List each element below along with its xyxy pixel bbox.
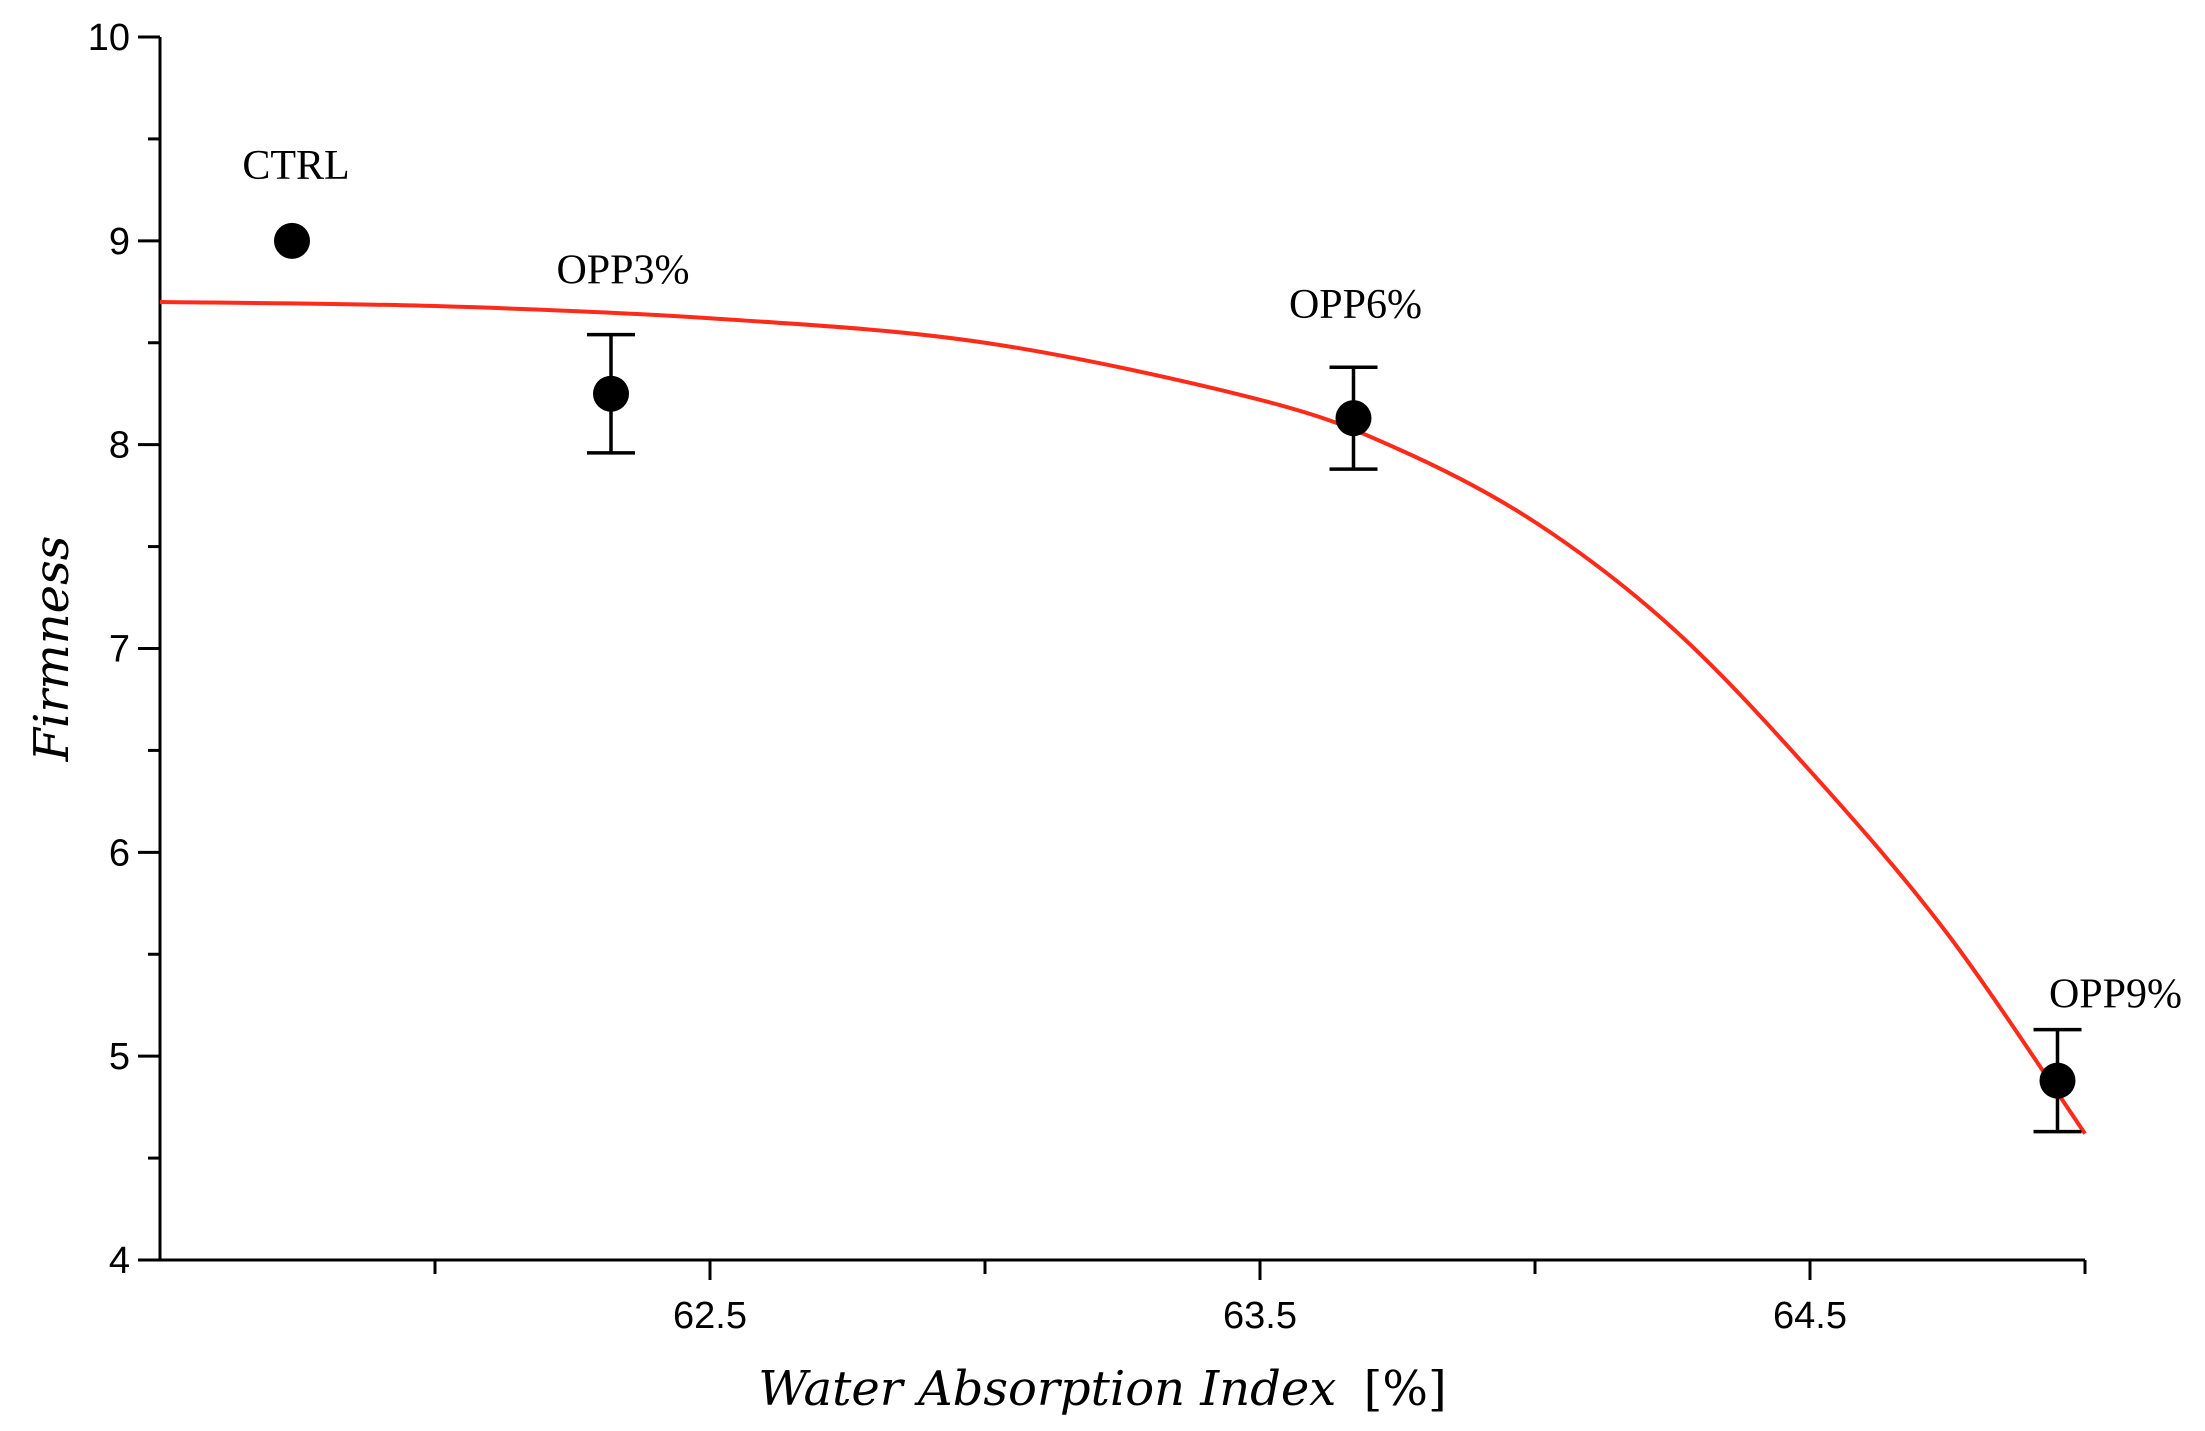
y-tick-label: 6 (109, 832, 130, 874)
x-axis-unit: [%] (1364, 1361, 1447, 1417)
point-label-ctrl: CTRL (242, 143, 349, 189)
ticks: 4 5 6 7 8 9 10 62.5 63.5 64.5 (88, 17, 2087, 1337)
y-tick-label: 7 (109, 629, 130, 671)
data-points: CTRL OPP3% OPP6% OPP9% (242, 143, 2182, 1134)
data-point-opp6 (1335, 400, 1372, 437)
data-point-ctrl (274, 222, 310, 259)
point-label-opp9: OPP9% (2049, 972, 2182, 1018)
y-tick-label: 10 (88, 17, 130, 59)
point-label-opp6: OPP6% (1289, 282, 1422, 328)
fit-curve (159, 299, 2087, 1135)
x-tick-label: 62.5 (673, 1295, 747, 1337)
x-tick-label: 64.5 (1773, 1295, 1847, 1337)
axes (158, 37, 2085, 1262)
data-point-opp3 (593, 375, 629, 412)
x-axis-title-text: Water Absorption Index (758, 1361, 1336, 1417)
x-axis-title: Water Absorption Index [%] (758, 1361, 1446, 1417)
y-tick-label: 4 (109, 1240, 130, 1282)
point-label-opp3: OPP3% (556, 248, 689, 294)
x-tick-label: 63.5 (1223, 1295, 1297, 1337)
y-tick-label: 9 (109, 221, 130, 263)
y-axis-title: Firmness (24, 536, 80, 763)
y-tick-label: 8 (109, 425, 130, 467)
fit-curve-group (159, 299, 2087, 1135)
data-point-opp9 (2039, 1062, 2076, 1099)
y-tick-label: 5 (109, 1036, 130, 1078)
